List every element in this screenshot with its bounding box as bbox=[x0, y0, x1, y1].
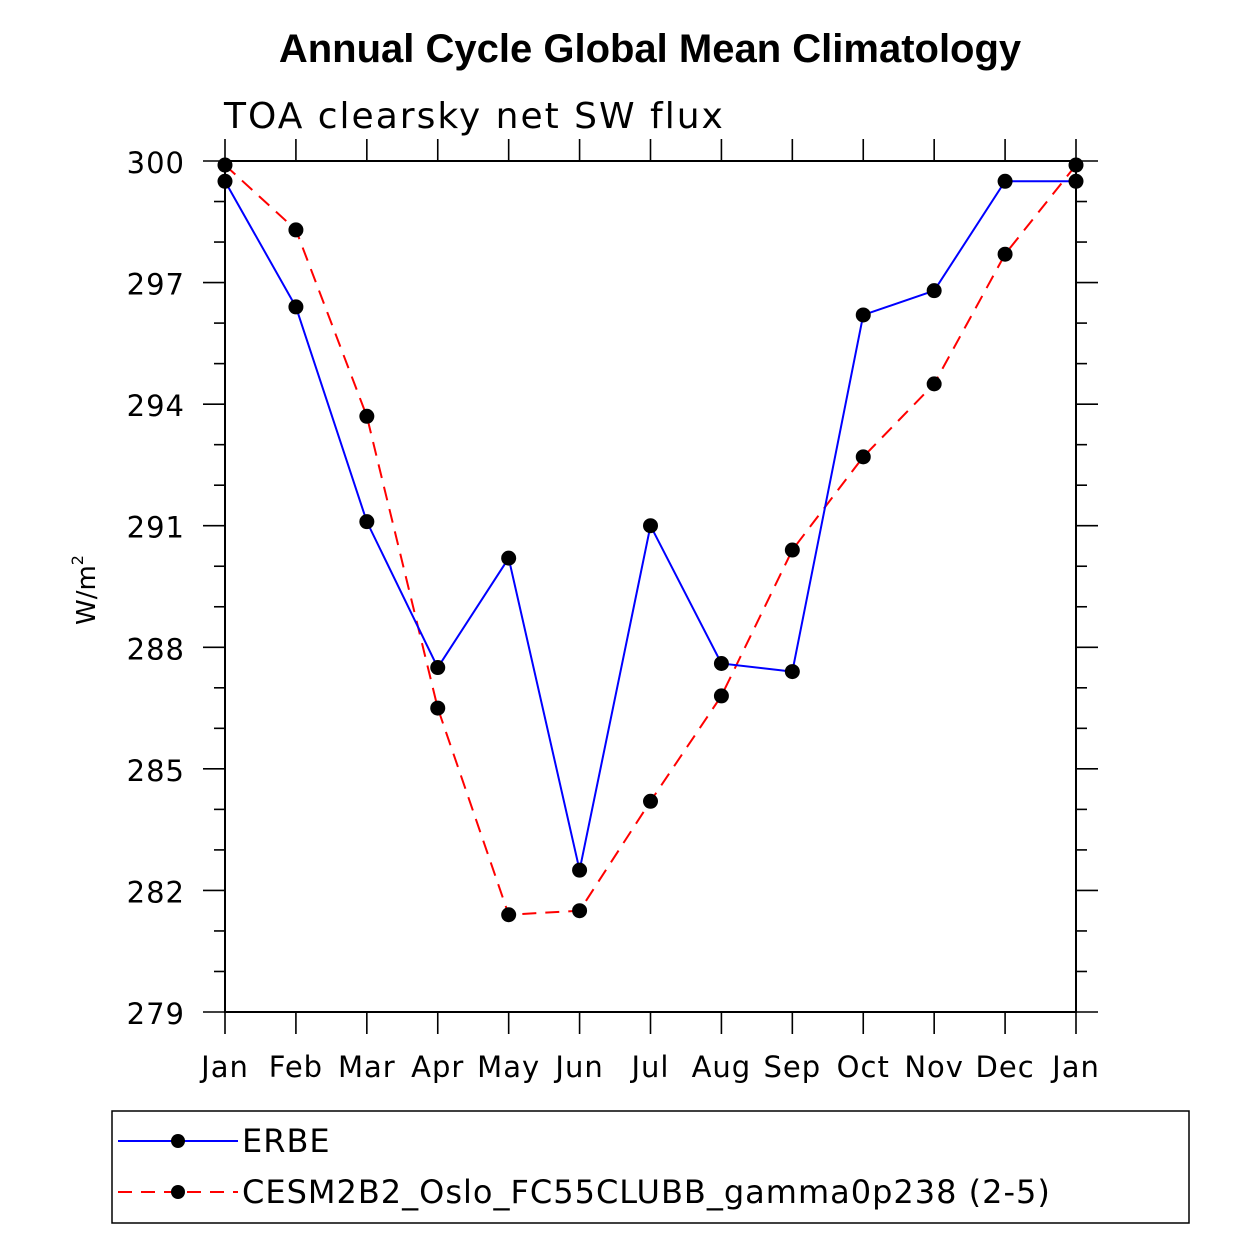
series-1-point bbox=[713, 688, 729, 704]
series-0-point bbox=[713, 655, 729, 671]
y-tick-label: 300 bbox=[127, 146, 185, 180]
series-0-point bbox=[359, 514, 375, 530]
x-tick-label: Jan bbox=[199, 1050, 249, 1084]
x-tick-label: Jul bbox=[630, 1050, 670, 1084]
series-1-point bbox=[572, 903, 588, 919]
chart-subtitle: TOA clearsky net SW flux bbox=[223, 96, 725, 137]
series-layer bbox=[217, 157, 1084, 923]
x-tick-label: Nov bbox=[904, 1050, 964, 1084]
series-0-point bbox=[501, 550, 517, 566]
y-tick-label: 288 bbox=[127, 632, 185, 666]
series-0-point bbox=[855, 307, 871, 323]
x-tick-label: May bbox=[477, 1050, 540, 1084]
y-tick-label: 294 bbox=[127, 389, 185, 423]
x-tick-label: Apr bbox=[411, 1050, 464, 1084]
series-1-point bbox=[926, 376, 942, 392]
series-1-point bbox=[430, 700, 446, 716]
legend-swatch-marker-erbe bbox=[171, 1134, 185, 1148]
series-1-point bbox=[855, 449, 871, 465]
series-0-point bbox=[997, 173, 1013, 189]
series-1-point bbox=[217, 157, 233, 173]
series-1-point bbox=[359, 408, 375, 424]
legend-swatch-marker-cesm bbox=[171, 1185, 185, 1199]
x-tick-label: Dec bbox=[976, 1050, 1035, 1084]
y-tick-label: 282 bbox=[127, 875, 185, 909]
legend: ERBE CESM2B2_Oslo_FC55CLUBB_gamma0p238 (… bbox=[111, 1110, 1190, 1224]
x-tick-label: Sep bbox=[763, 1050, 821, 1084]
y-tick-label: 285 bbox=[127, 754, 185, 788]
legend-label-erbe: ERBE bbox=[242, 1122, 331, 1160]
y-axis-label-superscript: 2 bbox=[68, 555, 87, 565]
x-tick-label: Aug bbox=[692, 1050, 752, 1084]
series-0-point bbox=[643, 518, 658, 534]
x-tick-label: Jun bbox=[553, 1050, 603, 1084]
y-tick-label: 291 bbox=[127, 511, 185, 545]
series-1-point bbox=[997, 246, 1013, 262]
x-tick-label: Mar bbox=[338, 1050, 396, 1084]
series-0-point bbox=[926, 283, 942, 299]
axes: 279 282 285 288 291 294 297 300 Jan Feb Mar Apr May J… bbox=[127, 139, 1100, 1084]
legend-box bbox=[111, 1110, 1190, 1224]
series-0-point bbox=[784, 664, 800, 680]
series-1-point bbox=[784, 542, 800, 558]
x-tick-label: Feb bbox=[269, 1050, 323, 1084]
plot-frame bbox=[224, 160, 1077, 1013]
series-1-point bbox=[288, 222, 304, 238]
svg-text:W/m2: W/m2 bbox=[68, 555, 102, 625]
series-0-point bbox=[288, 299, 304, 315]
x-tick-label: Oct bbox=[837, 1050, 890, 1084]
series-1-point bbox=[643, 793, 658, 809]
legend-label-cesm: CESM2B2_Oslo_FC55CLUBB_gamma0p238 (2-5) bbox=[242, 1173, 1051, 1211]
x-tick-label: Jan bbox=[1050, 1050, 1100, 1084]
series-1-point bbox=[501, 907, 517, 923]
y-axis-label: W/m bbox=[72, 565, 102, 625]
y-tick-label: 297 bbox=[127, 268, 185, 302]
series-1-point bbox=[1068, 157, 1084, 173]
series-0-point bbox=[1068, 173, 1084, 189]
series-0-point bbox=[217, 173, 233, 189]
series-0-point bbox=[572, 862, 588, 878]
chart-title: Annual Cycle Global Mean Climatology bbox=[279, 27, 1022, 71]
y-tick-label: 279 bbox=[127, 997, 185, 1031]
series-0-point bbox=[430, 660, 446, 676]
y-axis-title: W/m2 bbox=[68, 555, 102, 625]
